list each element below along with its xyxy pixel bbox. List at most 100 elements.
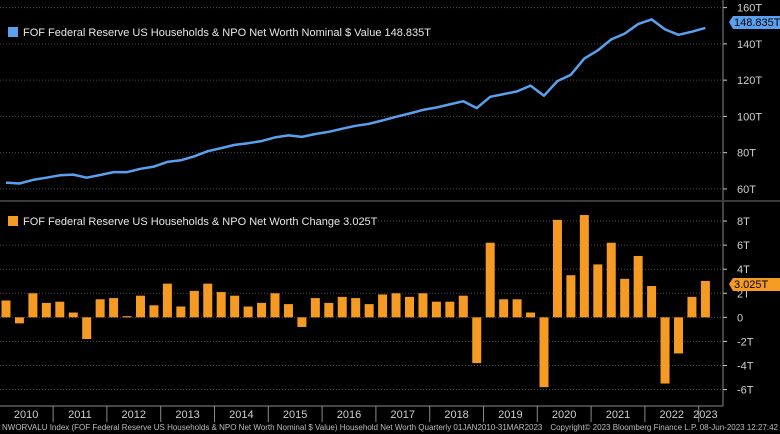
x-tick-label: 2020	[552, 409, 576, 421]
bar-2014Q3	[243, 306, 253, 318]
bar-2013Q2	[176, 306, 186, 318]
bar-2021Q4	[633, 255, 643, 318]
bar-2016Q3	[351, 298, 361, 318]
line-chart-y-axis: 60T 80T 100T 120T 140T 160T	[722, 0, 762, 200]
x-tick-label: 2017	[391, 409, 415, 421]
line-legend-label: FOF Federal Reserve US Households & NPO …	[23, 27, 431, 39]
bar-2013Q1	[162, 283, 172, 318]
bar-2011Q1	[55, 301, 65, 318]
bar-2019Q3	[512, 299, 522, 318]
x-tick-label: 2022	[660, 409, 684, 421]
bar-2020Q1	[539, 317, 549, 388]
bar-2021Q3	[620, 278, 630, 318]
line-series	[5, 18, 706, 185]
x-tick-label: 2023	[693, 409, 717, 421]
bar-2013Q4	[203, 283, 213, 318]
bar-2017Q1	[378, 294, 388, 318]
x-tick-label: 2010	[14, 409, 38, 421]
bar-2013Q3	[189, 290, 199, 318]
bar-2017Q2	[391, 293, 401, 318]
x-tick-label: 2012	[122, 409, 146, 421]
bar-2010Q4	[41, 302, 51, 318]
bar-2010Q1	[1, 300, 11, 318]
line-y-tick-label: 80T	[737, 148, 756, 160]
bar-2015Q3	[297, 317, 307, 327]
bar-2015Q2	[283, 304, 293, 318]
bar-2016Q2	[337, 296, 347, 318]
bar-2018Q1	[431, 301, 441, 318]
bar-y-tick-label: -4T	[737, 360, 754, 372]
bar-2011Q3	[82, 317, 92, 340]
line-chart-grid	[0, 7, 722, 190]
bar-2014Q4	[257, 302, 267, 318]
bar-2022Q2	[660, 317, 670, 384]
bar-2019Q2	[499, 299, 509, 318]
bar-2023Q1	[700, 280, 710, 318]
bar-2022Q3	[674, 317, 683, 354]
bar-legend-swatch	[8, 216, 18, 226]
line-y-tick-label: 140T	[737, 39, 762, 51]
bar-2018Q2	[445, 301, 455, 318]
bar-2020Q3	[566, 275, 576, 318]
bar-2016Q4	[364, 304, 374, 318]
bar-2010Q3	[28, 293, 38, 318]
x-tick-label: 2019	[498, 409, 522, 421]
x-tick-label: 2015	[283, 409, 307, 421]
bar-2022Q4	[687, 296, 697, 318]
bar-2022Q1	[647, 286, 657, 318]
bar-2012Q4	[149, 305, 159, 318]
bar-2017Q3	[405, 296, 414, 318]
x-tick-label: 2021	[606, 409, 630, 421]
bar-2020Q4	[579, 215, 589, 318]
bar-y-tick-label: 8T	[737, 216, 750, 228]
footer-copyright-text: Copyright© 2023 Bloomberg Finance L.P. 0…	[550, 423, 778, 432]
bar-legend: FOF Federal Reserve US Households & NPO …	[0, 212, 378, 232]
x-tick-label: 2013	[175, 409, 199, 421]
x-tick-label: 2014	[229, 409, 253, 421]
bar-chart-y-axis: -6T -4T -2T 0 2T 4T 6T 8T	[722, 202, 754, 406]
bar-2012Q1	[109, 298, 119, 318]
bar-2012Q2	[122, 316, 132, 318]
line-last-value-label: 148.835T	[734, 17, 780, 29]
x-tick-label: 2018	[444, 409, 468, 421]
bar-2014Q2	[230, 295, 240, 318]
bar-2012Q3	[136, 295, 145, 318]
x-axis: 2010 2011 2012 2013 2014 2015 2016 2017 2018 2019…	[0, 405, 780, 422]
bar-2015Q4	[310, 298, 320, 318]
bar-2014Q1	[216, 292, 226, 318]
line-y-tick-label: 120T	[737, 75, 762, 87]
line-last-value-badge: 148.835T	[729, 16, 780, 29]
bar-2016Q1	[324, 302, 334, 318]
bar-2017Q4	[418, 293, 428, 318]
bar-2018Q4	[472, 317, 482, 364]
footer-source-text: NWORVALU Index (FOF Federal Reserve US H…	[2, 423, 543, 432]
bar-y-tick-label: 4T	[737, 264, 750, 276]
bar-y-tick-label: -2T	[737, 336, 754, 348]
bar-2019Q4	[526, 312, 536, 318]
bar-2015Q1	[270, 293, 280, 318]
bar-2011Q2	[68, 312, 78, 318]
bar-2011Q4	[95, 299, 105, 318]
bar-2018Q3	[458, 295, 468, 318]
line-legend: FOF Federal Reserve US Households & NPO …	[0, 22, 440, 42]
line-y-tick-label: 160T	[737, 3, 762, 15]
bar-last-value-badge: 3.025T	[729, 278, 780, 291]
bar-series	[1, 215, 710, 388]
bar-2021Q1	[593, 264, 603, 318]
bar-2020Q2	[552, 219, 562, 318]
bar-last-value-label: 3.025T	[734, 279, 769, 291]
bar-legend-label: FOF Federal Reserve US Households & NPO …	[23, 216, 378, 228]
bar-2019Q1	[485, 242, 495, 318]
bar-2021Q2	[606, 242, 616, 318]
line-y-tick-label: 100T	[737, 111, 762, 123]
bar-y-tick-label: 6T	[737, 240, 750, 252]
bar-y-tick-label: -6T	[737, 385, 754, 397]
line-y-tick-label: 60T	[737, 184, 756, 196]
x-tick-label: 2016	[337, 409, 361, 421]
x-tick-label: 2011	[68, 409, 92, 421]
bar-y-tick-label: 0	[737, 312, 743, 324]
line-legend-swatch	[8, 27, 18, 37]
bar-2010Q2	[14, 317, 24, 324]
bar-y-tick-label: 2T	[737, 288, 750, 300]
